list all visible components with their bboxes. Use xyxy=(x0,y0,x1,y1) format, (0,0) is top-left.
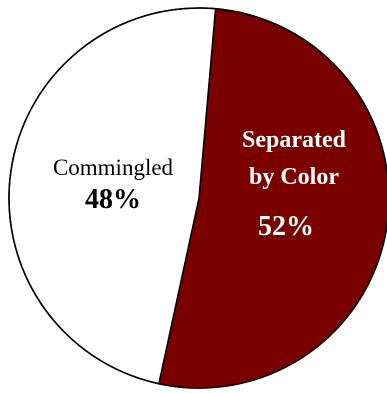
slice-label-separated-line-2: by Color xyxy=(249,164,339,190)
slice-label-commingled: Commingled xyxy=(53,155,174,180)
slice-percent-separated: 52% xyxy=(258,211,314,242)
slice-label-separated-line-1: Separated xyxy=(242,127,347,153)
pie-slices xyxy=(8,7,387,389)
slice-percent-commingled: 48% xyxy=(85,184,141,215)
pie-outline xyxy=(8,7,387,389)
